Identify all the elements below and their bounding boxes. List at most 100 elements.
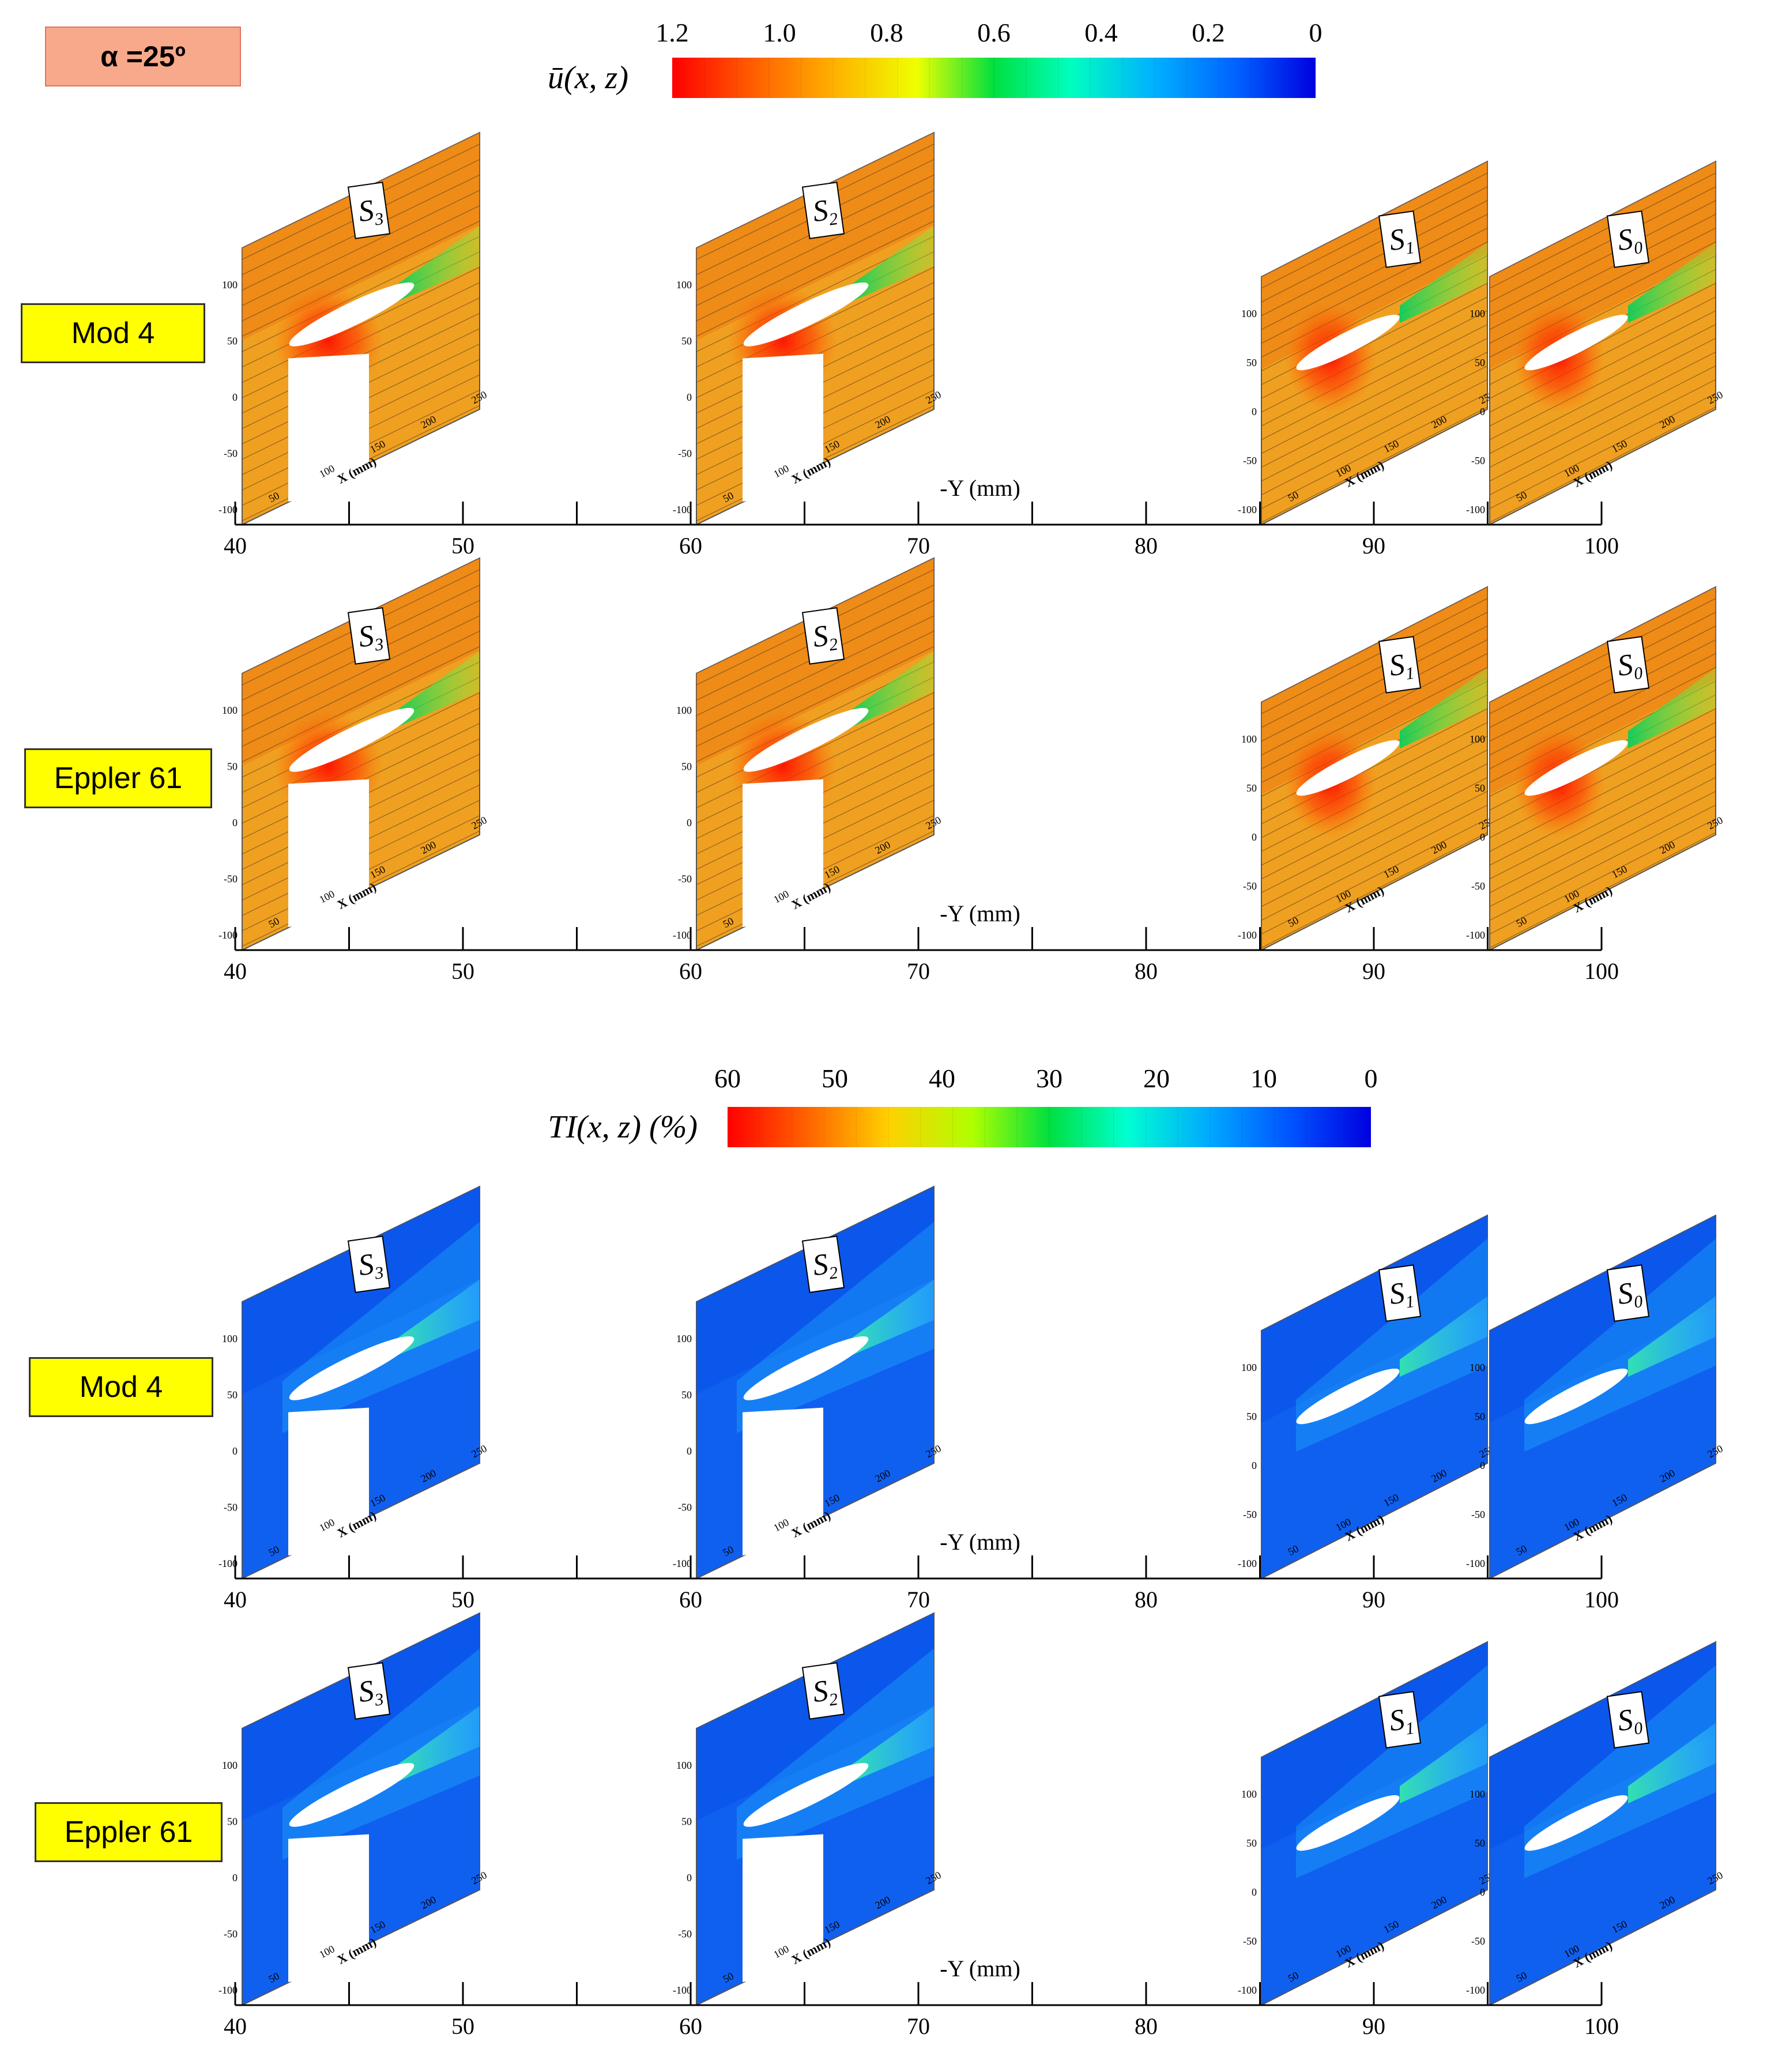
z-tick-label: -100 (673, 929, 692, 941)
z-tick-label: 50 (681, 336, 692, 347)
streamline (1261, 598, 1488, 714)
airfoil-section (1296, 314, 1400, 371)
z-tick-label: -50 (678, 1502, 692, 1513)
section-tag-s0: S0 (1615, 221, 1644, 260)
streamline (696, 615, 935, 732)
contour-band (1490, 1215, 1716, 1423)
section-tag-box (1606, 1264, 1650, 1322)
streamline (696, 190, 935, 306)
angle-badge: α =25º (45, 27, 241, 86)
z-tick-label: 50 (681, 1389, 692, 1401)
streamline (1261, 626, 1488, 742)
y-tick-label: 40 (224, 2013, 247, 2039)
section-tag-box (1378, 1264, 1422, 1322)
colorbar-tick-label: 20 (1143, 1064, 1170, 1093)
z-tick-label: 100 (1470, 1362, 1485, 1373)
z-tick-label: 0 (1252, 1886, 1257, 1898)
z-tick-label: -50 (224, 1502, 238, 1513)
streamline (1489, 777, 1716, 894)
z-tick-label: -100 (673, 1558, 692, 1569)
z-tick-label: 100 (222, 705, 238, 716)
z-tick-label: 0 (687, 1445, 692, 1457)
wake-region (1628, 242, 1716, 323)
z-tick-label: -50 (1471, 1935, 1485, 1947)
streamline (696, 205, 935, 322)
z-tick-label: -50 (678, 448, 692, 459)
y-tick-label: 90 (1362, 958, 1385, 984)
y-tick-label: 50 (451, 533, 474, 559)
streamline (1261, 639, 1488, 756)
section-tag-s1: S1 (1387, 1275, 1415, 1314)
streamline (242, 205, 480, 322)
airfoil-section (1524, 1368, 1628, 1425)
streamline (696, 631, 935, 747)
airfoil-section (1296, 1795, 1400, 1851)
streamline (1489, 818, 1716, 935)
y-tick-label: 40 (224, 533, 247, 559)
z-tick-label: 100 (676, 1333, 692, 1344)
z-tick-label: -50 (1243, 1935, 1257, 1947)
y-tick-label: 100 (1584, 1587, 1619, 1613)
z-tick-label: 50 (227, 761, 238, 773)
wake-region (852, 225, 934, 302)
streamline (1489, 406, 1716, 523)
z-tick-label: 50 (1475, 357, 1485, 368)
z-tick-label: 50 (681, 761, 692, 773)
y-tick-label: 50 (451, 958, 474, 984)
colorbar-tick-label: 40 (929, 1064, 955, 1093)
z-tick-label: 50 (1246, 1837, 1257, 1849)
y-tick-label: 100 (1584, 2013, 1619, 2039)
section-tag-box (1606, 1691, 1650, 1749)
streamline (1489, 763, 1716, 880)
streamline (1489, 749, 1716, 866)
ti-legend: 60 50 40 30 20 10 0 TI(x, z) (%) (548, 1064, 1378, 1147)
streamline (1261, 365, 1488, 482)
angle-label: α =25º (100, 40, 186, 73)
contour-band (1490, 1642, 1716, 1849)
y-tick-label: 70 (907, 1587, 930, 1613)
z-tick-label: 100 (222, 1333, 238, 1344)
z-tick-label: 50 (1475, 782, 1485, 794)
airfoil-section (289, 1762, 415, 1827)
airfoil-section (743, 1762, 869, 1827)
z-tick-label: -50 (678, 1928, 692, 1940)
z-tick-label: -100 (1466, 929, 1485, 941)
z-tick-label: 50 (681, 1816, 692, 1828)
y-tick-label: 60 (679, 533, 702, 559)
section-tag-box (1606, 636, 1650, 694)
z-tick-label: 100 (1470, 733, 1485, 745)
z-tick-label: 0 (687, 1872, 692, 1883)
body-mask (288, 1407, 369, 1555)
y-axis-title: -Y (mm) (940, 1529, 1020, 1555)
colorbar (672, 58, 1316, 98)
z-tick-label: 50 (227, 1389, 238, 1401)
wake-region (398, 225, 480, 302)
streamline (1489, 790, 1716, 907)
colorbar-tick-label: 30 (1036, 1064, 1063, 1093)
colorbar-tick-label: 0 (1309, 18, 1323, 47)
y-axis: 40 50 60 70 80 90 100 -Y (mm) (224, 475, 1619, 559)
wake-region (398, 1279, 480, 1355)
z-tick-label: 0 (232, 1445, 238, 1457)
streamline (1489, 365, 1716, 482)
z-tick-label: 0 (1252, 831, 1257, 843)
streamline (1489, 338, 1716, 454)
airfoil-section (1524, 314, 1628, 371)
section-tag-box (1606, 210, 1650, 268)
z-tick-label: 100 (222, 1760, 238, 1771)
body-mask (743, 1407, 823, 1555)
colorbar-tick-label: 0.6 (977, 18, 1011, 47)
y-tick-label: 40 (224, 958, 247, 984)
streamline (1261, 406, 1488, 523)
y-tick-label: 60 (679, 2013, 702, 2039)
streamline (1261, 351, 1488, 468)
